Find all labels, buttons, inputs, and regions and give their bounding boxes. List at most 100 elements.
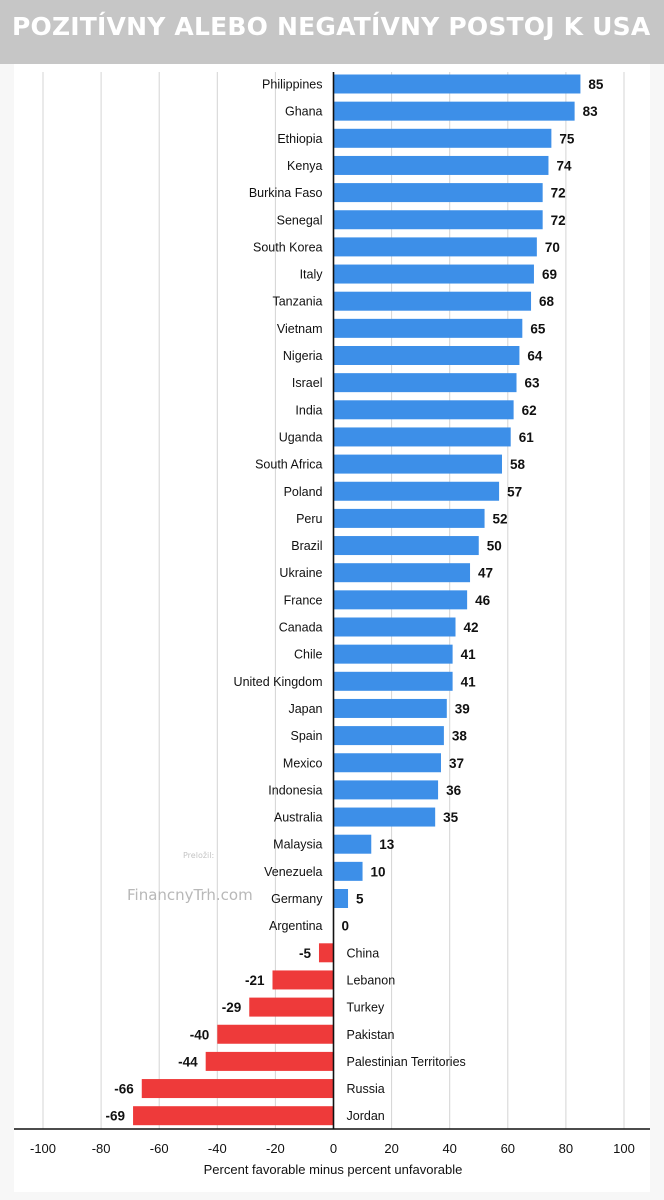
- data-label: -44: [178, 1054, 198, 1069]
- data-label: 52: [493, 511, 508, 526]
- category-label: Indonesia: [268, 783, 322, 797]
- bar: [333, 346, 520, 365]
- data-label: 10: [371, 864, 386, 879]
- data-label: 38: [452, 729, 468, 744]
- category-label: Tanzania: [272, 295, 322, 309]
- category-label: Ukraine: [279, 566, 322, 580]
- data-label: 46: [475, 593, 491, 608]
- category-label: Israel: [292, 376, 323, 390]
- category-label: Italy: [300, 268, 324, 282]
- data-label: -29: [222, 1000, 242, 1015]
- bar: [333, 155, 549, 175]
- data-label: 35: [443, 810, 459, 825]
- bar: [333, 454, 502, 474]
- category-label: Poland: [284, 485, 323, 499]
- category-label: Canada: [279, 621, 323, 635]
- bar: [333, 753, 441, 773]
- data-label: 61: [519, 430, 535, 445]
- bar: [333, 889, 349, 908]
- bar: [333, 427, 511, 447]
- data-label: 47: [478, 566, 493, 581]
- category-label: Brazil: [291, 539, 322, 553]
- bar: [318, 943, 334, 963]
- bar: [333, 291, 532, 311]
- x-tick-label: 40: [442, 1141, 456, 1156]
- category-label: Germany: [271, 892, 323, 906]
- x-tick-label: -20: [266, 1141, 285, 1156]
- data-label: 37: [449, 756, 464, 771]
- data-label: 42: [464, 620, 479, 635]
- title-bar: POZITÍVNY ALEBO NEGATÍVNY POSTOJ K USA: [0, 0, 664, 64]
- bar: [333, 861, 363, 881]
- bar: [333, 726, 444, 746]
- data-label: -69: [106, 1109, 126, 1124]
- bar: [333, 508, 485, 528]
- data-label: 63: [525, 376, 541, 391]
- bar: [333, 698, 447, 718]
- data-label: 0: [342, 919, 350, 934]
- bar: [333, 536, 479, 556]
- bar: [333, 563, 471, 583]
- category-label: Malaysia: [273, 838, 322, 852]
- data-label: 39: [455, 701, 470, 716]
- category-label: Turkey: [347, 1001, 385, 1015]
- bar: [333, 481, 500, 501]
- bar: [333, 210, 543, 230]
- bar: [333, 644, 453, 664]
- bar: [333, 617, 456, 637]
- category-label: Senegal: [277, 213, 323, 227]
- data-label: 72: [551, 213, 566, 228]
- category-label: France: [284, 593, 323, 607]
- category-label: South Korea: [253, 240, 323, 254]
- bar: [333, 671, 453, 691]
- x-tick-label: 60: [501, 1141, 515, 1156]
- x-axis-title: Percent favorable minus percent unfavora…: [204, 1162, 463, 1177]
- category-label: Chile: [294, 648, 323, 662]
- bar: [133, 1106, 334, 1126]
- bar: [272, 970, 334, 990]
- data-label: 83: [583, 104, 599, 119]
- category-label: Lebanon: [347, 973, 396, 987]
- data-label: 58: [510, 457, 526, 472]
- data-label: 69: [542, 267, 557, 282]
- data-label: 72: [551, 186, 566, 201]
- category-label: Mexico: [283, 756, 323, 770]
- category-label: Philippines: [262, 78, 322, 92]
- bar: [333, 373, 517, 393]
- category-label: Ethiopia: [277, 132, 322, 146]
- bar: [333, 101, 575, 121]
- category-label: Burkina Faso: [249, 186, 323, 200]
- bar: [333, 400, 514, 420]
- category-label: Uganda: [279, 430, 323, 444]
- bar: [333, 183, 543, 203]
- category-label: Venezuela: [264, 865, 322, 879]
- category-label: Jordan: [347, 1109, 385, 1123]
- x-tick-label: -60: [150, 1141, 169, 1156]
- bar: [141, 1079, 334, 1099]
- x-tick-label: 20: [384, 1141, 398, 1156]
- category-label: Kenya: [287, 159, 322, 173]
- bar: [333, 318, 523, 338]
- bar: [333, 237, 537, 257]
- category-label: Spain: [291, 729, 323, 743]
- x-tick-label: 80: [559, 1141, 573, 1156]
- bar: [333, 74, 581, 94]
- data-label: 75: [559, 131, 575, 146]
- bar: [249, 997, 334, 1017]
- x-tick-label: 0: [330, 1141, 337, 1156]
- x-tick-label: -100: [30, 1141, 56, 1156]
- data-label: 13: [379, 837, 395, 852]
- bar: [333, 590, 468, 610]
- data-label: 50: [487, 539, 502, 554]
- data-label: 64: [527, 349, 543, 364]
- data-label: 65: [530, 321, 546, 336]
- data-label: -66: [114, 1082, 134, 1097]
- category-label: Ghana: [285, 105, 323, 119]
- category-label: Nigeria: [283, 349, 323, 363]
- category-label: Russia: [347, 1082, 385, 1096]
- bar: [333, 834, 372, 854]
- x-tick-label: -80: [92, 1141, 111, 1156]
- x-tick-label: 100: [613, 1141, 635, 1156]
- data-label: -40: [190, 1027, 210, 1042]
- data-label: 57: [507, 484, 522, 499]
